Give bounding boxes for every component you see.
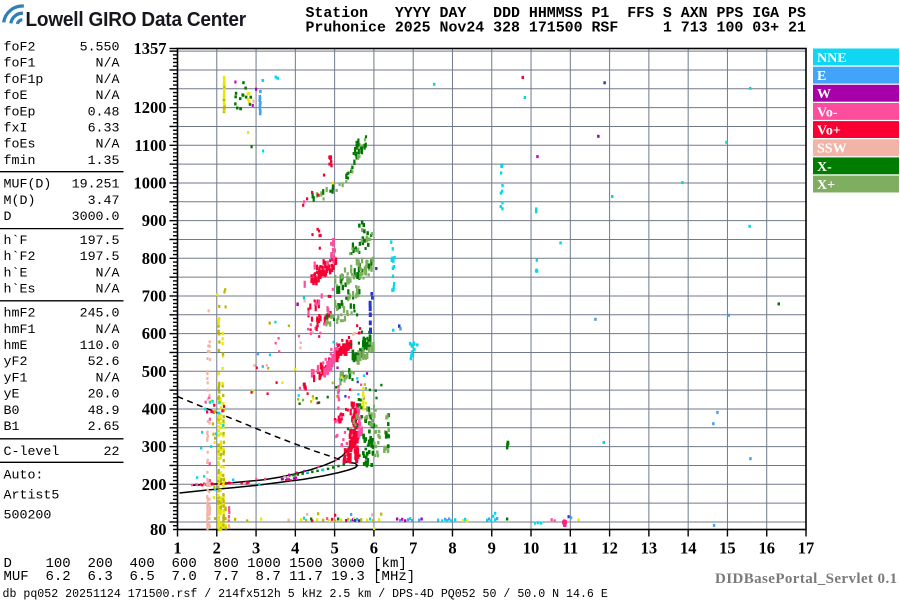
svg-text:3000.0: 3000.0 (72, 209, 120, 224)
svg-text:Station YYYY DAY DDD HHMMS: Station YYYY DAY DDD HHMMSS P1 FFS S AXN… (306, 6, 806, 22)
svg-text:0.48: 0.48 (88, 104, 120, 119)
svg-text:12: 12 (601, 539, 618, 558)
svg-text:foF1: foF1 (4, 56, 36, 71)
svg-text:4: 4 (291, 539, 299, 558)
svg-text:Artist5: Artist5 (4, 487, 60, 502)
svg-text:13: 13 (641, 539, 658, 558)
svg-text:hmF1: hmF1 (4, 322, 36, 337)
svg-text:X+: X+ (817, 178, 835, 193)
svg-text:2.65: 2.65 (88, 419, 120, 434)
svg-text:22: 22 (104, 444, 120, 459)
svg-text:1: 1 (173, 539, 181, 558)
svg-text:h`Es: h`Es (4, 282, 36, 297)
svg-text:500: 500 (142, 362, 167, 381)
svg-text:Pruhonice 2025 Nov24 328 17150: Pruhonice 2025 Nov24 328 171500 RSF 1 71… (306, 20, 806, 36)
svg-text:80: 80 (150, 520, 167, 539)
svg-text:h`F2: h`F2 (4, 249, 36, 264)
svg-text:B0: B0 (4, 403, 20, 418)
svg-text:10: 10 (523, 539, 540, 558)
svg-text:E: E (817, 69, 826, 84)
svg-text:700: 700 (142, 287, 167, 306)
svg-text:245.0: 245.0 (80, 306, 120, 321)
svg-text:D: D (4, 209, 12, 224)
svg-text:8: 8 (448, 539, 456, 558)
svg-text:1100: 1100 (134, 136, 166, 155)
svg-text:N/A: N/A (96, 322, 120, 337)
svg-text:SSW: SSW (817, 142, 847, 157)
svg-text:3.47: 3.47 (88, 193, 120, 208)
svg-text:5.550: 5.550 (80, 40, 120, 55)
svg-text:400: 400 (142, 400, 167, 419)
svg-text:9: 9 (488, 539, 496, 558)
svg-text:B1: B1 (4, 419, 20, 434)
svg-text:197.5: 197.5 (80, 233, 120, 248)
svg-text:500200: 500200 (4, 507, 52, 522)
svg-text:D 100 200 400 600 800 1: D 100 200 400 600 800 1000 1500 3000 [km… (4, 556, 407, 572)
svg-text:1200: 1200 (134, 98, 167, 117)
svg-text:200: 200 (142, 475, 167, 494)
svg-text:19.251: 19.251 (72, 177, 120, 192)
svg-text:20.0: 20.0 (88, 387, 120, 402)
svg-text:1357: 1357 (134, 39, 167, 58)
svg-text:foE: foE (4, 88, 28, 103)
svg-text:N/A: N/A (96, 370, 120, 385)
svg-text:197.5: 197.5 (80, 249, 120, 264)
svg-text:foEp: foEp (4, 104, 36, 119)
svg-text:X-: X- (817, 160, 832, 175)
svg-text:Auto:: Auto: (4, 467, 44, 482)
svg-text:800: 800 (142, 249, 167, 268)
svg-text:Vo+: Vo+ (817, 124, 841, 139)
svg-text:yF2: yF2 (4, 354, 28, 369)
svg-text:2: 2 (213, 539, 221, 558)
svg-text:6: 6 (370, 539, 378, 558)
svg-text:110.0: 110.0 (80, 338, 120, 353)
svg-text:N/A: N/A (96, 72, 120, 87)
svg-text:NNE: NNE (817, 51, 847, 66)
svg-text:foEs: foEs (4, 137, 36, 152)
svg-text:foF1p: foF1p (4, 72, 44, 87)
svg-text:C-level: C-level (4, 444, 60, 459)
svg-text:1000: 1000 (134, 174, 167, 193)
svg-text:600: 600 (142, 324, 167, 343)
svg-text:1.35: 1.35 (88, 153, 120, 168)
svg-text:hmE: hmE (4, 338, 28, 353)
svg-text:900: 900 (142, 211, 167, 230)
svg-text:fmin: fmin (4, 153, 36, 168)
svg-text:300: 300 (142, 437, 167, 456)
svg-text:yF1: yF1 (4, 370, 28, 385)
svg-text:52.6: 52.6 (88, 354, 120, 369)
svg-text:h`E: h`E (4, 265, 28, 280)
svg-text:5: 5 (330, 539, 338, 558)
svg-text:N/A: N/A (96, 137, 120, 152)
svg-text:16: 16 (758, 539, 775, 558)
svg-text:MUF 6.2 6.3 6.5 7.0 7.7: MUF 6.2 6.3 6.5 7.0 7.7 8.7 11.7 19.3 [M… (4, 569, 416, 585)
svg-text:DIDBasePortal_Servlet 0.1: DIDBasePortal_Servlet 0.1 (715, 571, 897, 587)
svg-text:11: 11 (563, 539, 579, 558)
svg-text:48.9: 48.9 (88, 403, 120, 418)
svg-text:N/A: N/A (96, 56, 120, 71)
svg-text:Vo-: Vo- (817, 105, 838, 120)
svg-text:foF2: foF2 (4, 40, 36, 55)
svg-text:N/A: N/A (96, 88, 120, 103)
svg-text:6.33: 6.33 (88, 121, 120, 136)
svg-text:db pq052 20251124 171500.rsf /: db pq052 20251124 171500.rsf / 214fx512h… (3, 588, 608, 600)
svg-text:W: W (817, 87, 831, 102)
svg-text:N/A: N/A (96, 282, 120, 297)
svg-text:hmF2: hmF2 (4, 306, 36, 321)
svg-text:MUF(D): MUF(D) (4, 177, 52, 192)
svg-text:yE: yE (4, 387, 20, 402)
svg-text:Lowell GIRO Data Center: Lowell GIRO Data Center (26, 9, 247, 32)
svg-text:M(D): M(D) (4, 193, 36, 208)
svg-text:14: 14 (680, 539, 697, 558)
svg-text:fxI: fxI (4, 121, 28, 136)
svg-text:h`F: h`F (4, 233, 28, 248)
svg-text:N/A: N/A (96, 265, 120, 280)
svg-text:17: 17 (798, 539, 815, 558)
svg-text:3: 3 (252, 539, 260, 558)
svg-text:7: 7 (409, 539, 417, 558)
svg-text:15: 15 (719, 539, 736, 558)
